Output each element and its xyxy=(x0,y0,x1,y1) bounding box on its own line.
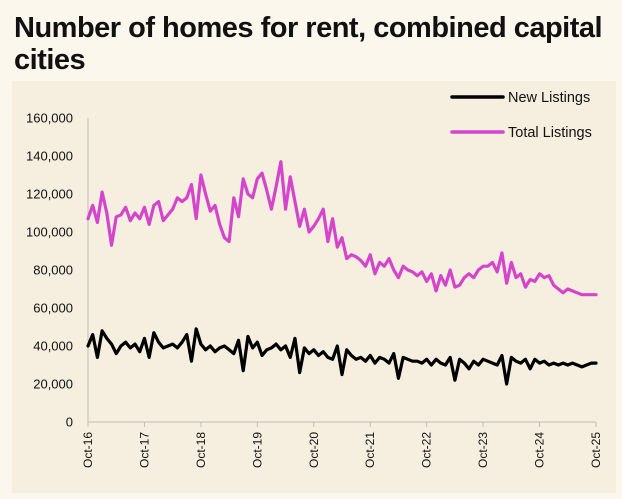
chart-title: Number of homes for rent, combined capit… xyxy=(14,12,603,76)
x-tick-label: Oct-21 xyxy=(363,432,377,468)
x-tick-label: Oct-19 xyxy=(250,432,264,468)
legend: New Listings Total Listings xyxy=(450,90,592,141)
y-tick-label: 100,000 xyxy=(26,225,73,240)
x-tick-label: Oct-22 xyxy=(420,432,434,468)
y-tick-label: 160,000 xyxy=(26,111,73,126)
y-axis-ticks: 0 20,000 40,000 60,000 80,000 100,000 120,000 1… xyxy=(26,111,73,430)
legend-label: New Listings xyxy=(508,90,590,106)
y-tick-label: 120,000 xyxy=(26,187,73,202)
x-axis-ticks: Oct-16 Oct-17 Oct-18 Oct-19 Oct-20 Oct-21 Oct-… xyxy=(81,422,603,468)
series-line-total-listings xyxy=(86,160,598,297)
y-tick-label: 40,000 xyxy=(33,339,73,354)
x-tick-label: Oct-20 xyxy=(307,432,321,468)
y-tick-label: 80,000 xyxy=(33,263,73,278)
y-tick-label: 0 xyxy=(66,415,73,430)
x-tick-label: Oct-16 xyxy=(81,432,95,468)
series-line-new-listings xyxy=(86,327,598,386)
x-tick-label: Oct-25 xyxy=(589,432,603,468)
y-tick-label: 140,000 xyxy=(26,149,73,164)
legend-label: Total Listings xyxy=(508,125,592,141)
x-tick-label: Oct-17 xyxy=(137,432,151,468)
y-tick-label: 20,000 xyxy=(33,377,73,392)
series-lines xyxy=(86,160,598,386)
x-tick-label: Oct-24 xyxy=(533,432,547,468)
y-tick-label: 60,000 xyxy=(33,301,73,316)
x-tick-label: Oct-18 xyxy=(194,432,208,468)
x-tick-label: Oct-23 xyxy=(476,432,490,468)
